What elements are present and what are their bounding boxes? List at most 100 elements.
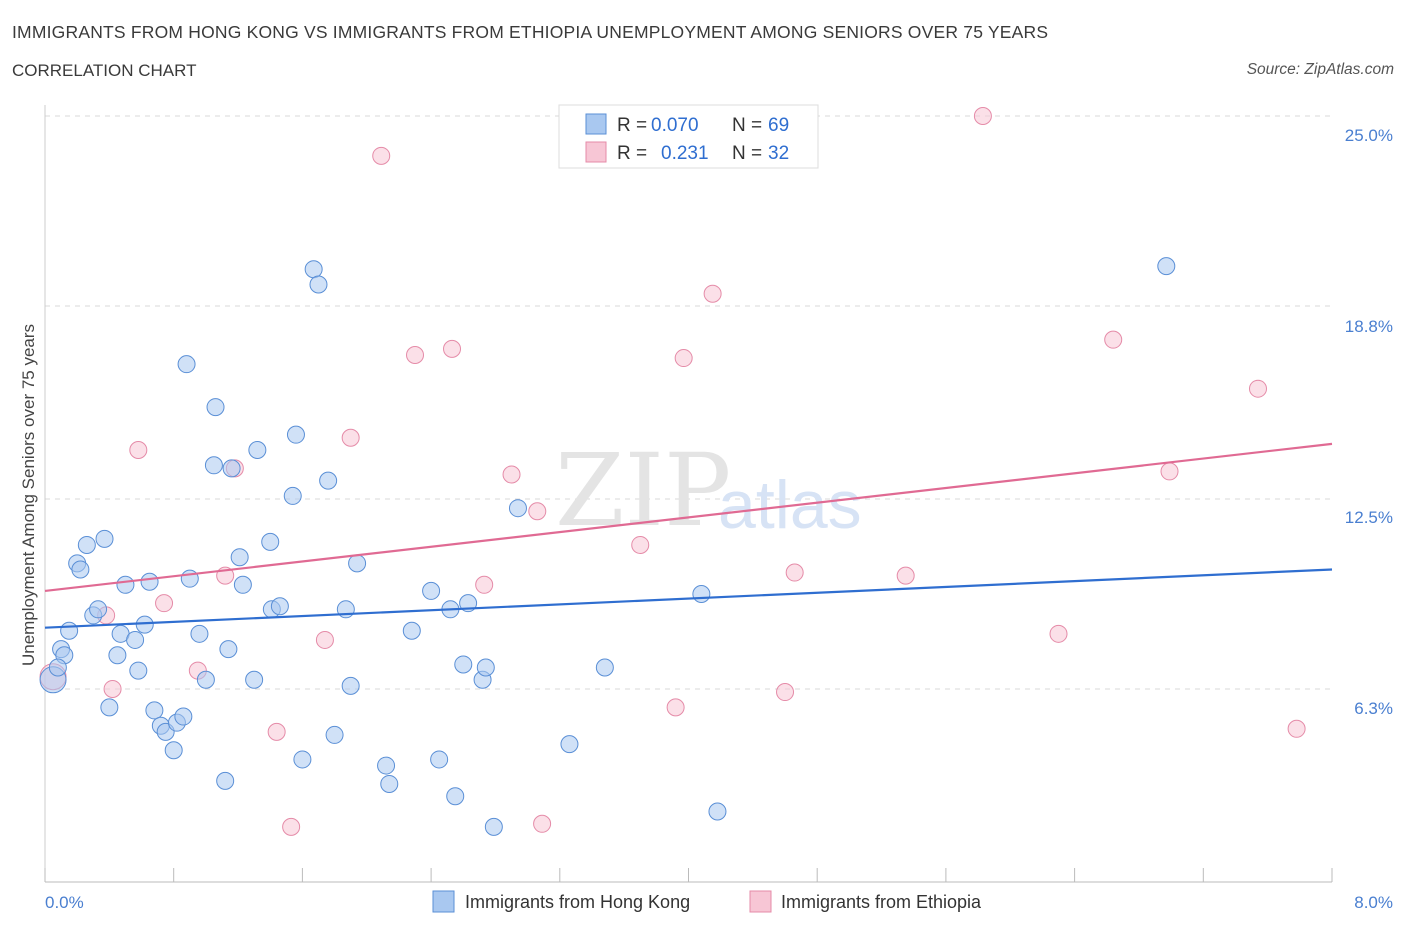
hong-kong-point <box>204 456 223 475</box>
hong-kong-point <box>222 459 241 478</box>
hong-kong-point <box>196 670 215 689</box>
y-tick-label: 12.5% <box>1345 508 1393 527</box>
trend-lines <box>44 442 1333 629</box>
hong-kong-points <box>39 257 1176 836</box>
hong-kong-point <box>476 658 495 677</box>
hong-kong-point <box>135 615 154 634</box>
hong-kong-point <box>341 676 360 695</box>
hong-kong-point <box>89 600 108 619</box>
hong-kong-point <box>325 725 344 744</box>
ethiopia-point <box>103 679 122 698</box>
hong-kong-point <box>286 425 305 444</box>
hong-kong-point <box>77 535 96 554</box>
hong-kong-point <box>270 597 289 616</box>
hong-kong-point <box>95 529 114 548</box>
legend-swatch-pink <box>585 141 607 163</box>
ethiopia-point <box>341 428 360 447</box>
ethiopia-point <box>1287 719 1306 738</box>
hong-kong-point <box>377 756 396 775</box>
hong-kong-point <box>595 658 614 677</box>
hong-kong-point <box>140 572 159 591</box>
hong-kong-point <box>71 560 90 579</box>
hong-kong-point <box>348 554 367 573</box>
y-tick-label: 25.0% <box>1345 126 1393 145</box>
x-tick-label-max: 8.0% <box>1354 893 1393 912</box>
ethiopia-point <box>282 817 301 836</box>
hong-kong-point <box>216 771 235 790</box>
ethiopia-point <box>533 814 552 833</box>
legend-n-label: N = <box>732 143 762 164</box>
hong-kong-point <box>261 532 280 551</box>
legend-r-value-pink: 0.231 <box>661 143 709 164</box>
hong-kong-trend-line <box>44 568 1333 629</box>
hong-kong-point <box>309 275 328 294</box>
ethiopia-trend-line <box>44 442 1333 593</box>
series-swatch-hong-kong <box>432 890 455 913</box>
hong-kong-point <box>60 621 79 640</box>
hong-kong-point <box>380 774 399 793</box>
ethiopia-point <box>129 440 148 459</box>
ethiopia-point <box>315 630 334 649</box>
x-tick-label-min: 0.0% <box>45 893 84 912</box>
hong-kong-point <box>145 701 164 720</box>
hong-kong-point <box>164 741 183 760</box>
ethiopia-point <box>973 107 992 125</box>
hong-kong-point <box>248 440 267 459</box>
hong-kong-point <box>293 750 312 769</box>
series-label-ethiopia: Immigrants from Ethiopia <box>781 892 982 912</box>
chart-subtitle: CORRELATION CHART <box>12 61 197 80</box>
hong-kong-point <box>230 548 249 567</box>
chart-title: IMMIGRANTS FROM HONG KONG VS IMMIGRANTS … <box>12 22 1049 42</box>
ethiopia-point <box>406 345 425 364</box>
hong-kong-point <box>484 817 503 836</box>
hong-kong-point <box>283 486 302 505</box>
legend-swatch-blue <box>585 113 607 135</box>
hong-kong-point <box>174 707 193 726</box>
hong-kong-point <box>108 646 127 665</box>
watermark-zip: ZIP <box>555 432 731 549</box>
ethiopia-point <box>703 284 722 303</box>
hong-kong-point <box>190 624 209 643</box>
legend-r-label: R = <box>617 143 647 164</box>
hong-kong-point <box>454 655 473 674</box>
series-legend: Immigrants from Hong Kong Immigrants fro… <box>432 890 982 913</box>
ethiopia-point <box>674 349 693 368</box>
hong-kong-point <box>233 575 252 594</box>
hong-kong-point <box>319 471 338 490</box>
hong-kong-point <box>177 355 196 374</box>
ethiopia-point <box>896 566 915 585</box>
hong-kong-point <box>304 260 323 279</box>
hong-kong-point <box>100 698 119 717</box>
ethiopia-point <box>631 535 650 554</box>
series-swatch-ethiopia <box>749 890 772 913</box>
hong-kong-point <box>708 802 727 821</box>
ethiopia-point <box>1049 624 1068 643</box>
hong-kong-point <box>422 581 441 600</box>
hong-kong-point <box>245 670 264 689</box>
ethiopia-point <box>785 563 804 582</box>
correlation-legend: R = 0.070 N = 69 R = 0.231 N = 32 <box>558 104 819 169</box>
legend-r-label: R = <box>617 115 647 136</box>
hong-kong-point <box>126 630 145 649</box>
hong-kong-point <box>508 499 527 518</box>
hong-kong-point <box>206 398 225 417</box>
source-label: Source: ZipAtlas.com <box>1246 61 1394 78</box>
hong-kong-point <box>402 621 421 640</box>
ethiopia-point <box>267 722 286 741</box>
hong-kong-point <box>430 750 449 769</box>
hong-kong-point <box>219 640 238 659</box>
hong-kong-point <box>1157 257 1176 276</box>
legend-n-label: N = <box>732 115 762 136</box>
legend-n-value-pink: 32 <box>768 143 789 164</box>
ethiopia-point <box>1104 330 1123 349</box>
legend-r-value-blue: 0.070 <box>651 115 699 136</box>
y-axis-label: Unemployment Among Seniors over 75 years <box>19 324 38 666</box>
ethiopia-point <box>528 502 547 521</box>
legend-n-value-blue: 69 <box>768 115 789 136</box>
hong-kong-point <box>116 575 135 594</box>
ethiopia-point <box>776 683 795 702</box>
hong-kong-point <box>446 787 465 806</box>
ethiopia-point <box>372 146 391 165</box>
ethiopia-point <box>443 339 462 358</box>
